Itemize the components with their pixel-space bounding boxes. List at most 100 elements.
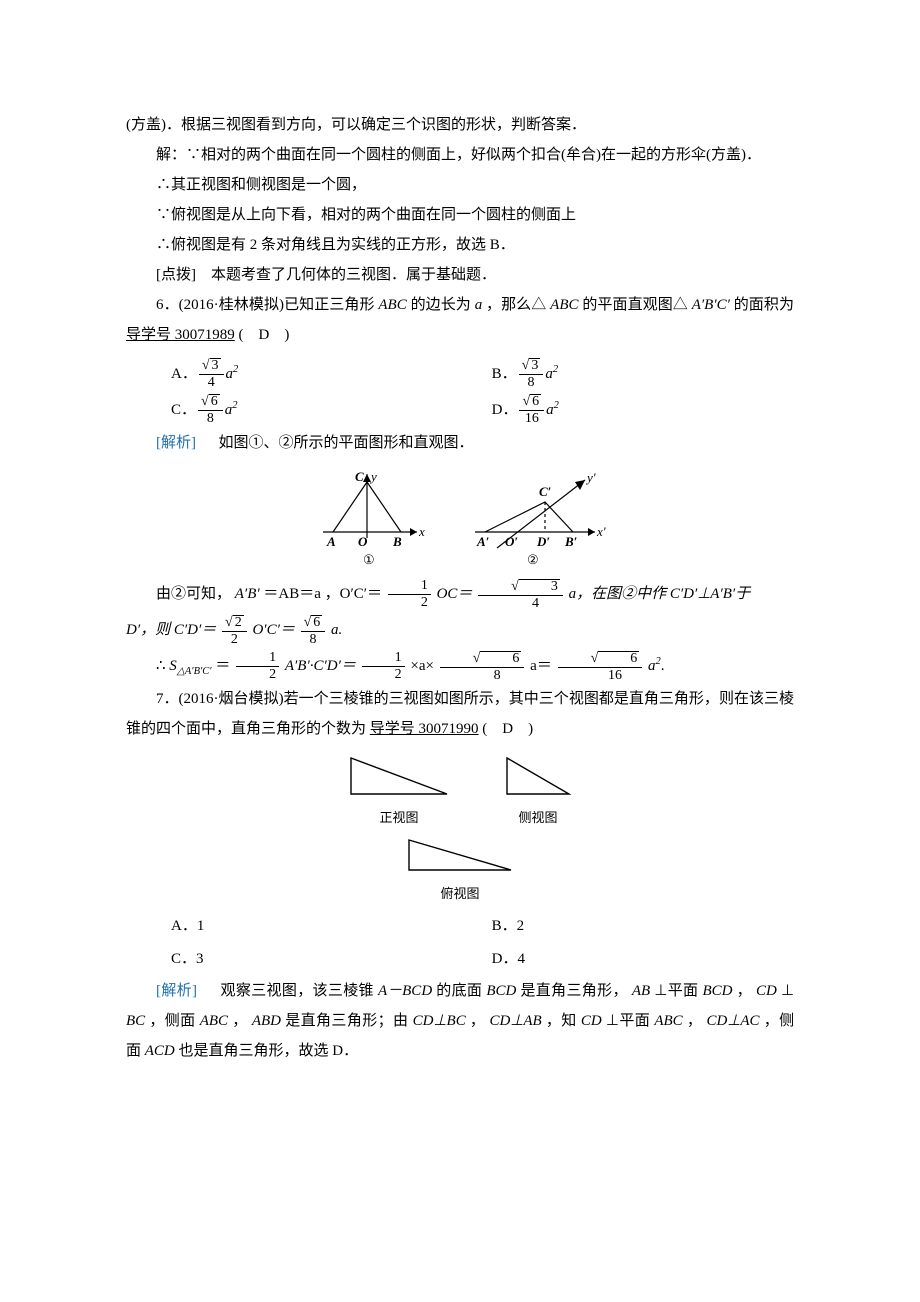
math: ACD bbox=[145, 1043, 175, 1059]
math: A′B′·C′D′＝ bbox=[285, 658, 356, 674]
math: a2 bbox=[226, 356, 239, 392]
q6-stem: 6．(2016·桂林模拟)已知正三角形 ABC 的边长为 a ，那么△ ABC … bbox=[126, 290, 794, 350]
side-view-icon bbox=[505, 754, 571, 798]
text: ，那么△ bbox=[486, 297, 546, 313]
option-label: A． bbox=[171, 356, 197, 392]
math: CD⊥BC bbox=[413, 1013, 466, 1029]
text: ， bbox=[687, 1013, 702, 1029]
paragraph: 解：∵相对的两个曲面在同一个圆柱的侧面上，好似两个扣合(牟合)在一起的方形伞(方… bbox=[126, 140, 794, 170]
text: 是直角三角形， bbox=[520, 983, 627, 999]
text: 由②可知， bbox=[156, 586, 231, 602]
q7-analysis: [解析] 观察三视图，该三棱锥 A－BCD 的底面 BCD 是直角三角形， AB… bbox=[126, 976, 794, 1066]
text: 的底面 bbox=[436, 983, 486, 999]
text: ⊥ bbox=[781, 983, 794, 999]
math: ABC bbox=[550, 297, 578, 313]
svg-text:y′: y′ bbox=[585, 470, 596, 485]
math: ×a× bbox=[410, 658, 434, 674]
q6-option-B: B． √3 8 a2 bbox=[447, 356, 768, 392]
math: BCD bbox=[702, 983, 732, 999]
text: ∴ bbox=[156, 658, 166, 674]
math: BC bbox=[126, 1013, 145, 1029]
q6-step-1: 由②可知， A′B′ ＝AB＝a ，O′C′＝ 1 2 OC＝ √3 4 a，在… bbox=[126, 576, 794, 612]
math: ，O′C′＝ bbox=[325, 586, 382, 602]
answer-bracket: ( D ) bbox=[482, 721, 533, 737]
q7-stem: 7．(2016·烟台模拟)若一个三棱锥的三视图如图所示，其中三个视图都是直角三角… bbox=[126, 684, 794, 744]
svg-text:x: x bbox=[418, 524, 425, 539]
q7-option-D: D．4 bbox=[447, 943, 768, 976]
front-view-label: 正视图 bbox=[349, 807, 449, 826]
math: a2 bbox=[225, 392, 238, 428]
svg-text:y: y bbox=[369, 469, 377, 484]
svg-text:②: ② bbox=[527, 552, 539, 567]
text: 观察三视图，该三棱锥 bbox=[221, 983, 378, 999]
math: A′B′ bbox=[235, 586, 260, 602]
math: CD bbox=[581, 1013, 602, 1029]
q7-options: A．1 B．2 C．3 D．4 bbox=[126, 910, 794, 976]
q6-step-3: ∴ S△A′B′C′ ＝ 1 2 A′B′·C′D′＝ 1 2 ×a× √6 8… bbox=[126, 648, 794, 684]
math: a. bbox=[331, 622, 342, 638]
q6-option-A: A． √3 4 a2 bbox=[126, 356, 447, 392]
text: ，侧面 bbox=[149, 1013, 199, 1029]
svg-text:B′: B′ bbox=[564, 534, 578, 549]
q7-option-C: C．3 bbox=[126, 943, 447, 976]
front-view-icon bbox=[349, 754, 449, 798]
study-id-link[interactable]: 导学号 30071989 bbox=[126, 327, 235, 343]
fraction: √6 8 bbox=[440, 651, 525, 683]
text: a，在图②中作 C′D′⊥A′B′于 bbox=[569, 586, 751, 602]
q6-option-D: D． √6 16 a2 bbox=[447, 392, 768, 428]
study-id-link[interactable]: 导学号 30071990 bbox=[370, 721, 479, 737]
text: ⊥平面 bbox=[606, 1013, 654, 1029]
math: a＝ bbox=[530, 658, 552, 674]
svg-text:C: C bbox=[355, 469, 364, 484]
math: BCD bbox=[486, 983, 516, 999]
top-view-icon bbox=[407, 838, 513, 874]
fraction: √6 8 bbox=[301, 615, 326, 647]
q7-figure: 正视图 侧视图 俯视图 bbox=[126, 754, 794, 902]
svg-text:C′: C′ bbox=[539, 484, 552, 499]
paragraph: ∴俯视图是有 2 条对角线且为实线的正方形，故选 B． bbox=[126, 230, 794, 260]
text: 如图①、②所示的平面图形和直观图． bbox=[219, 435, 474, 451]
svg-text:①: ① bbox=[363, 552, 375, 567]
math: ABD bbox=[252, 1013, 281, 1029]
svg-text:O′: O′ bbox=[505, 534, 518, 549]
q7-option-A: A．1 bbox=[126, 910, 447, 943]
svg-text:O: O bbox=[358, 534, 368, 549]
math: ABC bbox=[654, 1013, 682, 1029]
paragraph-hint: [点拨] 本题考查了几何体的三视图．属于基础题． bbox=[126, 260, 794, 290]
answer-bracket: ( D ) bbox=[239, 327, 290, 343]
analysis-label: [解析] bbox=[156, 435, 196, 451]
math: CD bbox=[756, 983, 777, 999]
fraction: √6 8 bbox=[198, 394, 223, 426]
fraction: √6 16 bbox=[558, 651, 643, 683]
option-label: C． bbox=[171, 392, 196, 428]
fraction: √6 16 bbox=[519, 394, 544, 426]
math: a bbox=[475, 297, 483, 313]
svg-text:A: A bbox=[326, 534, 336, 549]
text: . bbox=[661, 658, 665, 674]
text: 6．(2016·桂林模拟)已知正三角形 bbox=[156, 297, 378, 313]
math: O′C′＝ bbox=[252, 622, 294, 638]
math: D′，则 C′D′＝ bbox=[126, 622, 216, 638]
option-label: D． bbox=[492, 392, 518, 428]
math: a2 bbox=[546, 392, 559, 428]
svg-text:A′: A′ bbox=[476, 534, 490, 549]
text: 也是直角三角形，故选 D． bbox=[179, 1043, 359, 1059]
paragraph: (方盖)．根据三视图看到方向，可以确定三个识图的形状，判断答案． bbox=[126, 110, 794, 140]
math: AB bbox=[632, 983, 650, 999]
fraction: √3 4 bbox=[199, 358, 224, 390]
q6-analysis-head: [解析] 如图①、②所示的平面图形和直观图． bbox=[126, 428, 794, 458]
fraction: √3 4 bbox=[478, 579, 563, 611]
text: ， bbox=[470, 1013, 485, 1029]
text: 的边长为 bbox=[411, 297, 475, 313]
math: CD⊥AB bbox=[489, 1013, 541, 1029]
side-view-label: 侧视图 bbox=[505, 807, 571, 826]
q6-option-C: C． √6 8 a2 bbox=[126, 392, 447, 428]
math: S△A′B′C′ bbox=[169, 658, 211, 674]
text: 是直角三角形；由 bbox=[285, 1013, 412, 1029]
q7-option-B: B．2 bbox=[447, 910, 768, 943]
math: A－BCD bbox=[378, 983, 432, 999]
math: CD⊥AC bbox=[706, 1013, 759, 1029]
q6-figure: A O B C y x ① A′ O′ bbox=[126, 468, 794, 568]
text: ， bbox=[737, 983, 752, 999]
q6-step-2: D′，则 C′D′＝ √2 2 O′C′＝ √6 8 a. bbox=[126, 612, 794, 648]
